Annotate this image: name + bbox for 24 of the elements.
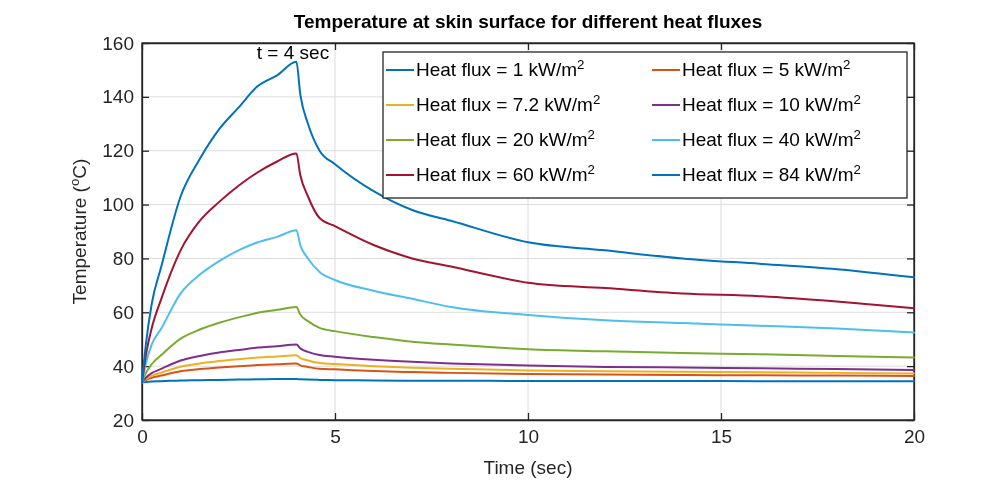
annotation: t = 4 sec bbox=[256, 42, 330, 63]
y-tick-label: 20 bbox=[112, 409, 134, 431]
x-axis-title: Time (sec) bbox=[483, 457, 573, 478]
legend-label: Heat flux = 84 kW/m$^{2}$ bbox=[682, 161, 861, 185]
chart-title: Temperature at skin surface for different heat fluxes bbox=[293, 11, 763, 32]
x-tick-label: 0 bbox=[137, 426, 148, 448]
legend-label: Heat flux = 7.2 kW/m$^{2}$ bbox=[416, 91, 601, 115]
x-tick-label: 10 bbox=[517, 426, 540, 448]
legend-label: Heat flux = 20 kW/m$^{2}$ bbox=[416, 126, 595, 150]
x-tick-label: 5 bbox=[330, 426, 341, 448]
y-tick-label: 140 bbox=[102, 86, 134, 108]
y-tick-label: 80 bbox=[112, 248, 134, 270]
y-tick-label: 120 bbox=[102, 140, 134, 162]
y-tick-label: 100 bbox=[102, 194, 134, 216]
legend-label: Heat flux = 1 kW/m$^{2}$ bbox=[416, 56, 585, 80]
legend-label: Heat flux = 5 kW/m$^{2}$ bbox=[682, 56, 851, 80]
y-tick-label: 160 bbox=[102, 32, 134, 54]
y-tick-label: 40 bbox=[112, 355, 134, 377]
x-tick-label: 15 bbox=[710, 426, 733, 448]
legend-label: Heat flux = 10 kW/m$^{2}$ bbox=[682, 91, 861, 115]
legend-label: Heat flux = 60 kW/m$^{2}$ bbox=[416, 161, 595, 185]
x-tick-label: 20 bbox=[903, 426, 926, 448]
legend-label: Heat flux = 40 kW/m$^{2}$ bbox=[682, 126, 861, 150]
y-tick-label: 60 bbox=[112, 301, 134, 323]
